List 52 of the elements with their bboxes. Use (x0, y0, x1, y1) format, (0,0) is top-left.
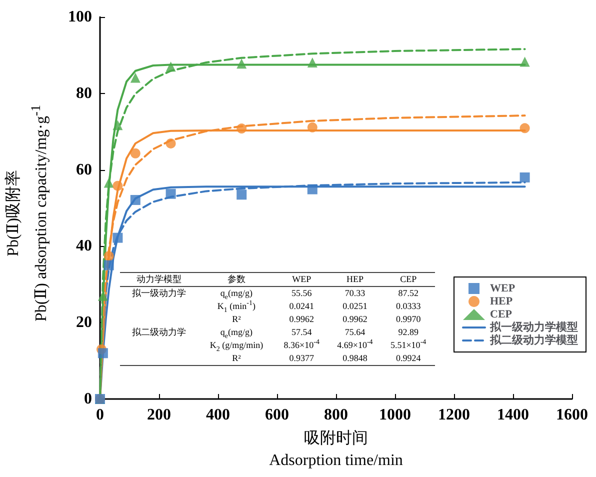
x-tick-label: 1400 (497, 406, 529, 424)
x-tick-label: 600 (265, 406, 289, 424)
annotation: 拟二级动力学 (130, 326, 187, 339)
annotation: 0.0333 (394, 300, 422, 313)
annotation: HEP (328, 272, 382, 286)
annotation: 55.56 (290, 287, 313, 300)
annotation: 0.9924 (382, 352, 435, 366)
annotation: 0.9962 (288, 313, 315, 326)
y-tick-label: 0 (84, 390, 92, 408)
legend-label: CEP (490, 308, 512, 320)
annotation: 70.33 (344, 287, 366, 300)
annotation: q$_{e}$(mg/g) (219, 287, 254, 301)
x-tick-label: 800 (324, 406, 348, 424)
annotation: 参数 (198, 272, 275, 286)
x-tick-label: 0 (96, 406, 104, 424)
annotation: 5.51×10$^{-4}$ (389, 338, 428, 352)
y-tick-label: 40 (76, 238, 92, 255)
x-tick-label: 200 (147, 406, 171, 424)
x-tick-label: 1600 (556, 406, 588, 424)
annotation: 8.36×10$^{-4}$ (282, 338, 320, 352)
annotation: 4.69×10$^{-4}$ (336, 338, 374, 352)
x-tick-label: 1200 (438, 406, 470, 424)
y-tick-label: 20 (76, 314, 92, 332)
annotation: CEP (382, 272, 435, 286)
annotation: 0.9970 (394, 313, 422, 326)
legend-label: 拟一级动力学模型 (489, 320, 578, 334)
legend-label: HEP (490, 296, 513, 308)
x-axis-title: 吸附时间 Adsorption time/min (268, 428, 404, 471)
x-tick-label: 1000 (379, 406, 411, 424)
annotation: WEP (274, 272, 328, 286)
annotation: 0.9962 (342, 313, 368, 326)
annotation: 0.0241 (288, 300, 315, 313)
legend-label: WEP (490, 282, 516, 294)
annotation: 92.89 (397, 326, 420, 339)
annotation: 拟一级动力学 (130, 287, 187, 300)
annotation: 0.9377 (274, 352, 328, 366)
annotation: R² (231, 313, 242, 326)
x-tick-label: 400 (206, 406, 230, 424)
annotation: 0.9848 (328, 352, 382, 366)
y-tick-label: 60 (76, 161, 92, 178)
annotation: 动力学模型 (120, 272, 198, 286)
annotation: K$_{2}$ (g/mg/min) (208, 339, 264, 353)
annotation: R² (198, 352, 275, 366)
annotation: 87.52 (397, 287, 420, 300)
y-tick-label: 80 (76, 84, 92, 102)
annotation: q$_{e}$(mg/g) (219, 326, 254, 340)
legend-label: 拟二级动力学模型 (489, 334, 578, 346)
annotation: 0.0251 (342, 300, 368, 313)
annotation: 57.54 (290, 326, 313, 339)
annotation: 75.64 (344, 326, 366, 339)
y-tick-label: 100 (68, 8, 92, 26)
annotation: K$_{1}$ (min$^{-1}$) (216, 299, 257, 314)
